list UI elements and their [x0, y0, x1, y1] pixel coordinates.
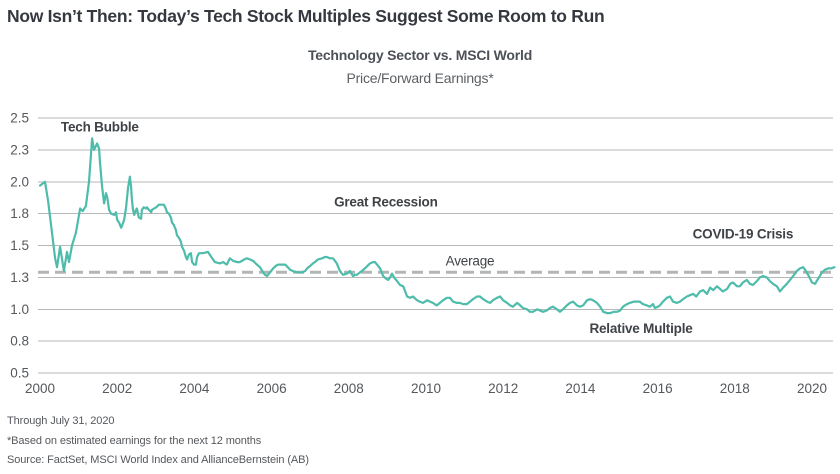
x-tick-label: 2020 — [797, 381, 827, 396]
x-tick-label: 2004 — [179, 381, 210, 396]
y-tick-label: 1.3 — [10, 270, 29, 285]
x-tick-label: 2012 — [488, 381, 518, 396]
footnote-source: Source: FactSet, MSCI World Index and Al… — [7, 454, 309, 466]
x-tick-label: 2000 — [25, 381, 55, 396]
x-tick-label: 2016 — [643, 381, 673, 396]
y-tick-label: 0.8 — [10, 334, 29, 349]
annotation-covid-19-crisis: COVID-19 Crisis — [693, 227, 794, 242]
series-line — [38, 137, 836, 315]
x-tick-label: 2018 — [720, 381, 750, 396]
y-tick-label: 2.3 — [10, 142, 29, 157]
y-tick-label: 1.8 — [10, 206, 29, 221]
annotation-great-recession: Great Recession — [334, 195, 438, 210]
x-tick-label: 2006 — [257, 381, 287, 396]
footnote-through-date: Through July 31, 2020 — [7, 415, 115, 427]
y-tick-label: 0.5 — [10, 366, 29, 381]
y-tick-label: 2.5 — [10, 111, 29, 126]
x-tick-label: 2010 — [411, 381, 441, 396]
chart-title: Technology Sector vs. MSCI World — [307, 47, 533, 63]
footnote-earnings-basis: *Based on estimated earnings for the nex… — [7, 435, 262, 447]
chart-subtitle: Price/Forward Earnings* — [346, 70, 494, 86]
page-title: Now Isn’t Then: Today’s Tech Stock Multi… — [7, 6, 605, 26]
annotation-relative-multiple: Relative Multiple — [589, 321, 693, 336]
x-tick-label: 2008 — [334, 381, 364, 396]
annotation-tech-bubble: Tech Bubble — [61, 119, 139, 134]
x-tick-label: 2014 — [565, 381, 596, 396]
y-tick-label: 1.0 — [10, 302, 29, 317]
y-tick-label: 1.5 — [10, 238, 29, 253]
x-tick-label: 2002 — [102, 381, 132, 396]
annotation-average: Average — [446, 253, 495, 268]
y-tick-label: 2.0 — [10, 174, 29, 189]
